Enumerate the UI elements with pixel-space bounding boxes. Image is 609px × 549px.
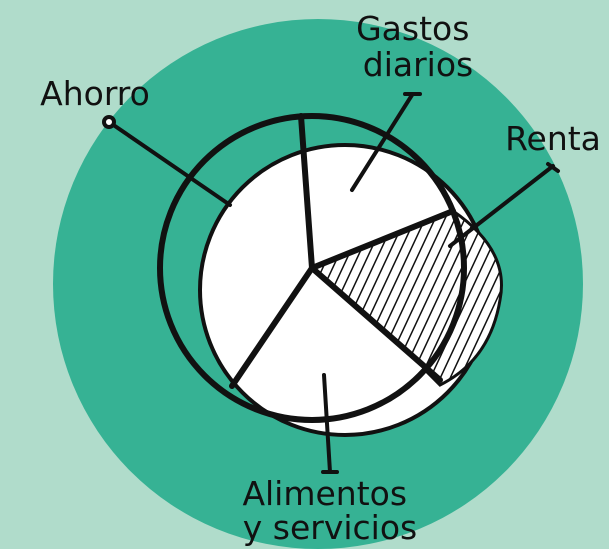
leader-line xyxy=(350,93,414,192)
divider xyxy=(229,265,315,389)
renta-slice xyxy=(312,211,465,370)
divider xyxy=(309,208,456,271)
leader-line xyxy=(322,373,332,474)
leader-line xyxy=(110,122,232,207)
leader-tick xyxy=(546,162,560,173)
slice-label: Alimentos y servicios xyxy=(242,474,417,547)
label-line: y servicios xyxy=(243,508,417,547)
label-line: Gastos xyxy=(356,9,469,48)
leaders xyxy=(102,92,560,474)
slice-label: Ahorro xyxy=(40,74,150,113)
leader-dot xyxy=(102,115,116,129)
label-line: Renta xyxy=(505,119,601,158)
label-line: diarios xyxy=(363,45,473,84)
pie-outline xyxy=(157,113,467,423)
label-line: Alimentos xyxy=(242,474,407,513)
divider xyxy=(298,113,315,271)
slice-label: Renta xyxy=(505,119,601,158)
slice-label: Gastos diarios xyxy=(356,9,480,84)
leader-line xyxy=(448,164,555,248)
divider xyxy=(309,265,443,383)
label-line: Ahorro xyxy=(40,74,150,113)
slice-dividers xyxy=(229,113,456,389)
